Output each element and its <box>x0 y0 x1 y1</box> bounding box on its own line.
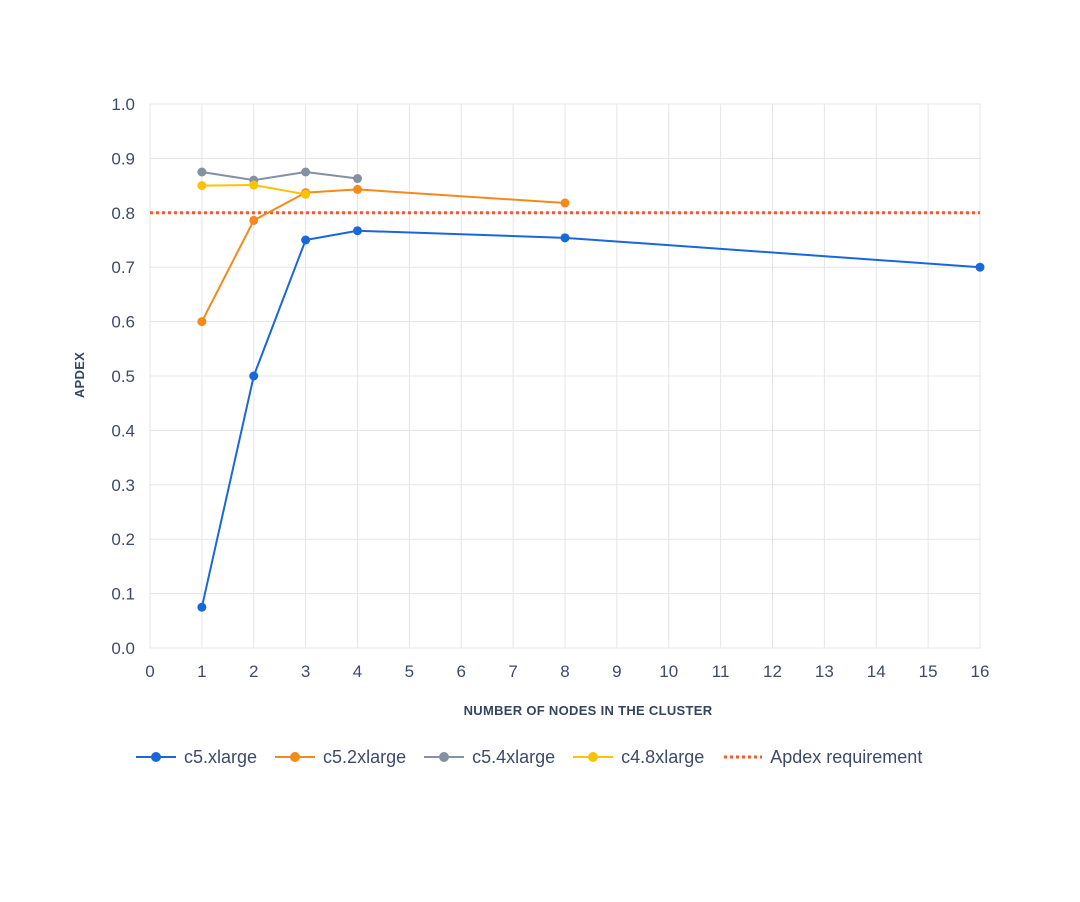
y-tick-labels: 0.0 0.1 0.2 0.3 0.4 0.5 0.6 0.7 0.8 0.9 1.0 <box>111 95 135 658</box>
data-point-c5-xlarge <box>353 226 362 236</box>
y-tick-label: 1.0 <box>111 95 135 114</box>
x-tick-label: 11 <box>712 662 730 681</box>
legend-label: c5.4xlarge <box>472 746 556 767</box>
data-point-c5-2xlarge <box>197 317 207 327</box>
y-tick-label: 0.9 <box>111 149 135 168</box>
x-tick-label: 9 <box>612 662 621 681</box>
y-tick-label: 0.0 <box>111 639 135 658</box>
x-tick-label: 16 <box>971 662 990 681</box>
x-tick-label: 14 <box>867 662 886 681</box>
y-tick-label: 0.5 <box>111 367 135 386</box>
legend-label: c5.xlarge <box>184 746 258 767</box>
series-line-c5-4xlarge <box>201 171 358 182</box>
x-tick-label: 0 <box>145 662 154 681</box>
data-point-c5-xlarge <box>249 371 259 381</box>
y-tick-label: 0.2 <box>111 530 135 549</box>
legend-item: Apdex requirement <box>722 747 922 768</box>
y-tick-label: 0.4 <box>111 421 135 440</box>
data-point-c5-xlarge <box>197 602 207 612</box>
legend-item: c5.4xlarge <box>424 747 555 768</box>
data-point-c5-2xlarge <box>353 184 362 194</box>
x-tick-label: 15 <box>919 662 938 681</box>
data-point-c5-xlarge <box>560 233 570 243</box>
legend-label: c5.2xlarge <box>323 746 407 767</box>
legend-swatch <box>424 752 465 762</box>
legend-swatch <box>136 752 176 762</box>
y-tick-label: 0.6 <box>111 313 135 332</box>
x-tick-label: 10 <box>659 662 678 681</box>
data-point-c4-8xlarge <box>249 180 259 190</box>
y-tick-label: 0.1 <box>111 585 135 604</box>
data-point-c5-2xlarge <box>249 215 259 225</box>
series-line-c5-xlarge <box>200 229 981 608</box>
data-point-c5-xlarge <box>975 262 985 272</box>
x-tick-label: 2 <box>249 662 258 681</box>
legend-label: Apdex requirement <box>770 746 923 767</box>
chart-legend: c5.xlarge c5.2xlarge c5.4xlarge c4.8xlarge A… <box>136 744 922 770</box>
legend-item: c5.2xlarge <box>275 747 406 768</box>
x-tick-label: 13 <box>815 662 834 681</box>
x-tick-label: 1 <box>197 662 206 681</box>
legend-swatch <box>275 752 316 762</box>
data-point-c5-xlarge <box>301 235 311 245</box>
y-tick-label: 0.7 <box>111 258 135 277</box>
x-tick-label: 5 <box>405 662 414 681</box>
data-point-c5-4xlarge <box>301 167 311 177</box>
x-tick-label: 4 <box>353 662 362 681</box>
data-point-c5-2xlarge <box>560 198 570 208</box>
series-points <box>197 167 985 612</box>
x-tick-label: 3 <box>301 662 310 681</box>
data-point-c5-4xlarge <box>197 167 207 177</box>
data-point-c4-8xlarge <box>197 181 207 191</box>
y-axis-title: APDEX <box>72 352 87 398</box>
x-tick-label: 6 <box>457 662 466 681</box>
legend-swatch <box>573 752 614 762</box>
x-tick-label: 7 <box>508 662 517 681</box>
series-lines <box>200 171 981 608</box>
data-point-c4-8xlarge <box>301 189 311 199</box>
series-line-c5-2xlarge <box>200 188 566 323</box>
legend-item: c5.xlarge <box>136 747 257 768</box>
x-axis-title: NUMBER OF NODES IN THE CLUSTER <box>464 703 713 718</box>
data-point-c5-4xlarge <box>353 174 362 184</box>
y-tick-label: 0.3 <box>111 476 135 495</box>
legend-swatch <box>724 755 763 759</box>
legend-label: c4.8xlarge <box>621 746 705 767</box>
grid-lines <box>149 103 981 649</box>
legend-item: c4.8xlarge <box>573 747 704 768</box>
x-tick-labels: 0 1 2 3 4 5 6 7 8 9 10 11 12 13 14 15 16 <box>145 662 989 681</box>
y-tick-label: 0.8 <box>111 204 135 223</box>
x-tick-label: 12 <box>763 662 782 681</box>
x-tick-label: 8 <box>560 662 569 681</box>
